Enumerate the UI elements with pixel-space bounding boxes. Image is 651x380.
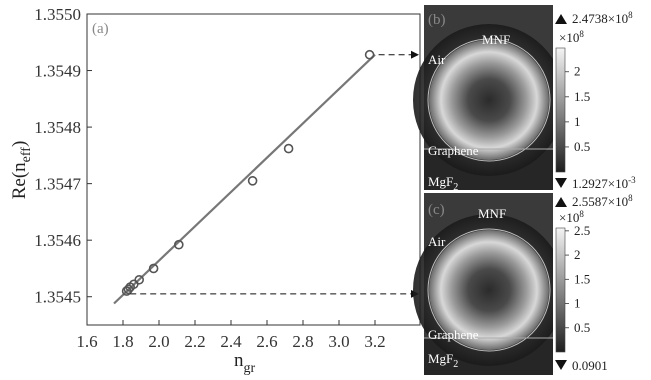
- colorbar: [555, 47, 566, 173]
- y-axis: 1.3545 1.3546 1.3547 1.3548 1.3549 1.3550: [34, 5, 92, 307]
- panel-a-scatter: (a) 1.3545 1.3546 1.3547 1.3548 1.3549 1.3550…: [9, 5, 421, 376]
- data-point: [364, 49, 375, 60]
- graphene-label: Graphene: [428, 327, 479, 342]
- x-tick-label: 2.6: [256, 332, 277, 351]
- colorbar-min-label: 0.0901: [572, 358, 608, 373]
- colorbar-ticks: 2.5 2 1.5 1 0.5: [565, 223, 590, 335]
- mnf-label: MNF: [478, 206, 506, 221]
- colorbar-max-label: 2.5587×108: [572, 193, 633, 209]
- mode-field: [429, 230, 549, 350]
- x-tick-label: 2.4: [220, 332, 242, 351]
- x-tick-label: 2.8: [292, 332, 313, 351]
- colorbar-tick-label: 2: [574, 64, 581, 79]
- x-axis-title: ngr: [234, 350, 256, 376]
- y-tick-label: 1.3548: [34, 118, 81, 137]
- colorbar-scale-label: ×108: [559, 29, 584, 45]
- air-label: Air: [428, 234, 446, 249]
- x-tick-label: 3.0: [328, 332, 349, 351]
- panel-b-field-map: (b) MNF Air Graphene MgF2 2.4738×108 ×10…: [413, 5, 651, 193]
- y-tick-label: 1.3546: [34, 231, 81, 250]
- y-tick-label: 1.3547: [34, 175, 81, 194]
- max-triangle-icon: [555, 197, 567, 207]
- panel-c-label: (c): [428, 202, 445, 218]
- data-point: [174, 239, 184, 250]
- fit-line-group: [113, 53, 376, 305]
- data-point: [134, 274, 144, 285]
- mode-field: [429, 40, 549, 160]
- colorbar-ticks: 2 1.5 1 0.5: [565, 64, 590, 154]
- colorbar-tick-label: 1.5: [574, 271, 590, 286]
- colorbar: [555, 227, 566, 353]
- x-axis: 1.6 1.8 2.0 2.2 2.4 2.6 2.8 3.0 3.2: [76, 320, 386, 351]
- mnf-label: MNF: [482, 32, 510, 47]
- colorbar-tick-label: 1.5: [574, 89, 590, 104]
- max-triangle-icon: [555, 14, 567, 24]
- colorbar-tick-label: 2: [574, 247, 581, 262]
- fiber-boundary: [427, 228, 551, 352]
- fiber-boundary: [427, 38, 551, 162]
- data-point: [247, 176, 258, 186]
- arrows: [130, 50, 419, 298]
- data-points: [121, 49, 375, 296]
- colorbar-tick-label: 1: [574, 296, 581, 311]
- y-axis-title: Re(neff): [9, 141, 34, 200]
- data-point: [283, 143, 294, 154]
- x-tick-label: 2.2: [184, 332, 205, 351]
- colorbar-tick-label: 2.5: [574, 223, 590, 238]
- substrate-label: MgF2: [428, 351, 458, 370]
- colorbar-max-label: 2.4738×108: [572, 10, 633, 26]
- y-tick-label: 1.3549: [34, 62, 81, 81]
- graphene-label: Graphene: [428, 143, 479, 158]
- x-tick-label: 3.2: [364, 332, 385, 351]
- min-triangle-icon: [555, 178, 567, 188]
- y-tick-label: 1.3545: [34, 288, 81, 307]
- substrate-label: MgF2: [428, 174, 458, 193]
- air-label: Air: [428, 52, 446, 67]
- x-tick-label: 1.8: [112, 332, 133, 351]
- colorbar-area: [553, 193, 651, 375]
- fit-line: [113, 53, 376, 305]
- data-point: [123, 284, 134, 295]
- panel-c-field-map: (c) MNF Air Graphene MgF2 2.5587×108 ×10…: [413, 193, 651, 375]
- min-triangle-icon: [555, 360, 567, 370]
- y-tick-label: 1.3550: [34, 5, 81, 24]
- colorbar-tick-label: 0.5: [574, 139, 590, 154]
- panel-b-label: (b): [428, 12, 446, 28]
- colorbar-scale-label: ×108: [559, 209, 584, 225]
- plot-frame: [86, 13, 421, 326]
- x-tick-label: 2.0: [148, 332, 169, 351]
- x-tick-label: 1.6: [76, 332, 97, 351]
- colorbar-min-label: 1.2927×10-3: [572, 175, 636, 191]
- colorbar-area: [553, 5, 651, 190]
- colorbar-tick-label: 0.5: [574, 320, 590, 335]
- colorbar-tick-label: 1: [574, 114, 581, 129]
- data-point: [148, 263, 159, 274]
- panel-a-label: (a): [92, 21, 109, 37]
